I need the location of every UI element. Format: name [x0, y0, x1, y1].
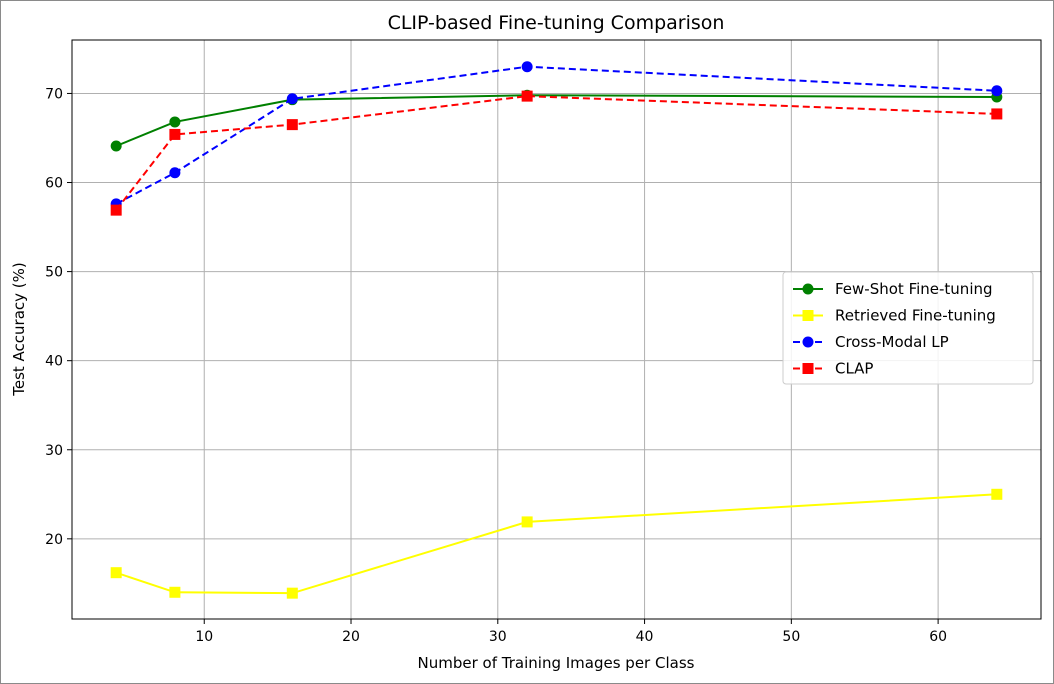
legend-marker [802, 283, 814, 295]
plot-border [71, 39, 1042, 620]
legend-item: Cross-Modal LP [793, 333, 949, 351]
x-tick-label: 40 [636, 629, 654, 645]
data-point [521, 61, 533, 73]
legend-item: Few-Shot Fine-tuning [793, 280, 993, 298]
data-point [110, 140, 122, 152]
data-point [169, 116, 181, 128]
data-point [286, 587, 298, 599]
legend: Few-Shot Fine-tuning Retrieved Fine-tunin… [782, 271, 1034, 385]
data-point [169, 167, 181, 179]
data-point [169, 586, 181, 598]
data-point [286, 93, 298, 105]
legend-box [782, 271, 1034, 385]
chart-title: CLIP-based Fine-tuning Comparison [388, 12, 725, 34]
legend-label: Retrieved Fine-tuning [835, 307, 996, 325]
x-tick-label: 30 [489, 629, 507, 645]
y-axis-label: Test Accuracy (%) [10, 262, 28, 397]
data-point [521, 516, 533, 528]
data-point [991, 488, 1003, 500]
legend-marker [802, 363, 814, 374]
y-tick-label: 20 [45, 532, 63, 548]
y-tick-label: 70 [45, 86, 63, 102]
x-tick-label: 10 [195, 629, 213, 645]
series-layer [110, 61, 1003, 599]
series-line [115, 65, 997, 205]
series-clap [110, 90, 1003, 216]
y-tick-label: 40 [45, 354, 63, 370]
x-tick-label: 60 [929, 629, 947, 645]
data-point [991, 85, 1003, 97]
data-point [521, 90, 533, 102]
data-point [991, 108, 1003, 120]
ticks: 10 20 30 40 50 60 20 30 40 50 60 70 [45, 86, 947, 645]
data-point [169, 128, 181, 140]
data-point [110, 204, 122, 216]
legend-item: Retrieved Fine-tuning [793, 307, 996, 325]
legend-marker [802, 336, 814, 348]
x-axis-label: Number of Training Images per Class [418, 654, 695, 672]
series-retrieved-fine-tuning [110, 488, 1003, 599]
y-tick-label: 60 [45, 176, 63, 192]
y-tick-label: 30 [45, 443, 63, 459]
legend-item: CLAP [793, 360, 873, 378]
legend-label: CLAP [835, 360, 873, 378]
data-point [110, 567, 122, 579]
y-tick-label: 50 [45, 265, 63, 281]
legend-marker [802, 310, 814, 321]
legend-label: Cross-Modal LP [835, 333, 949, 351]
x-tick-label: 50 [782, 629, 800, 645]
x-tick-label: 20 [342, 629, 360, 645]
legend-label: Few-Shot Fine-tuning [835, 280, 993, 298]
data-point [286, 119, 298, 131]
